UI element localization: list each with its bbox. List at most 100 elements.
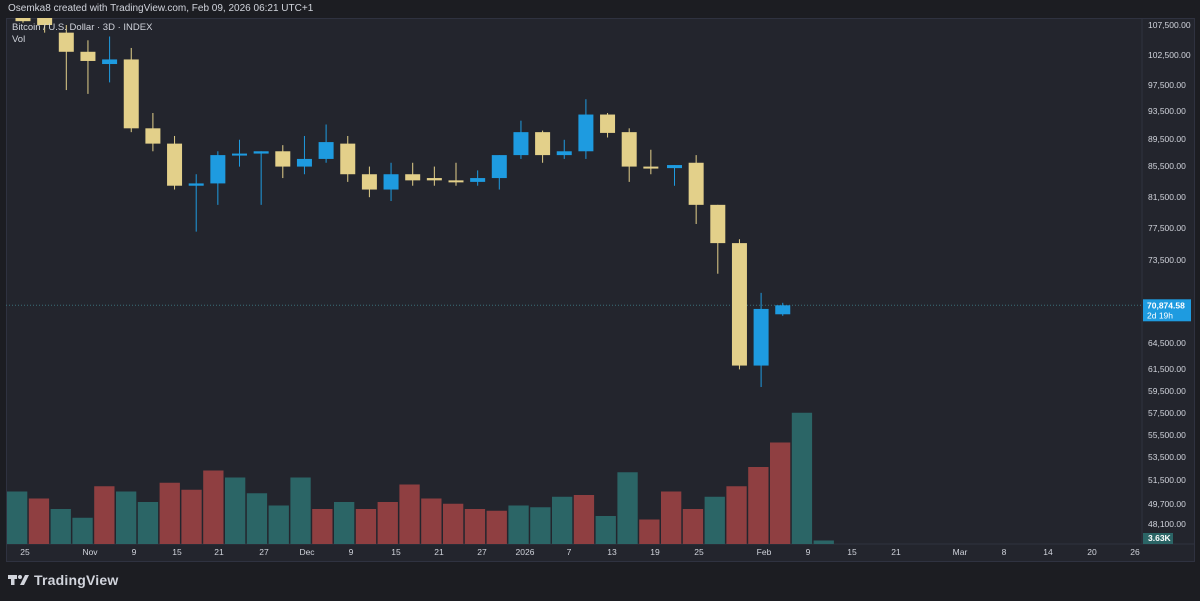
symbol-label: Bitcoin / U.S. Dollar · 3D · INDEX bbox=[12, 22, 153, 33]
brand-name: TradingView bbox=[34, 572, 119, 588]
volume-badge bbox=[1143, 533, 1173, 544]
candle-body bbox=[123, 59, 139, 129]
time-tick-label: 13 bbox=[607, 547, 617, 557]
candle-body bbox=[296, 158, 312, 167]
candle-body bbox=[775, 305, 791, 315]
time-tick-label: 15 bbox=[172, 547, 182, 557]
candle-body bbox=[448, 180, 464, 183]
time-tick-label: 21 bbox=[891, 547, 901, 557]
time-tick-label: 25 bbox=[694, 547, 704, 557]
candle-body bbox=[513, 132, 529, 156]
time-tick-label: 27 bbox=[259, 547, 269, 557]
time-tick-label: 7 bbox=[567, 547, 572, 557]
volume-bar bbox=[312, 509, 333, 544]
candle-body bbox=[340, 143, 356, 175]
candle-body bbox=[318, 142, 334, 159]
volume-bar bbox=[94, 486, 115, 544]
candle-body bbox=[578, 114, 594, 152]
price-tick-label: 107,500.00 bbox=[1148, 20, 1191, 30]
price-tick-label: 77,500.00 bbox=[1148, 223, 1186, 233]
volume-bar bbox=[334, 502, 355, 544]
volume-bar bbox=[464, 509, 486, 544]
price-tick-label: 85,500.00 bbox=[1148, 161, 1186, 171]
time-tick-label: 26 bbox=[1130, 547, 1140, 557]
time-tick-label: 21 bbox=[434, 547, 444, 557]
candle-body bbox=[491, 155, 507, 179]
candle-body bbox=[535, 132, 551, 156]
volume-bar bbox=[355, 509, 377, 544]
volume-bar bbox=[791, 412, 813, 544]
time-tick-label: 21 bbox=[214, 547, 224, 557]
credit-text: Osemka8 created with TradingView.com, Fe… bbox=[8, 3, 314, 14]
price-tick-label: 73,500.00 bbox=[1148, 255, 1186, 265]
time-tick-label: 20 bbox=[1087, 547, 1097, 557]
price-tick-label: 89,500.00 bbox=[1148, 134, 1186, 144]
volume-bar bbox=[726, 486, 747, 544]
volume-bar bbox=[486, 510, 507, 544]
candle-body bbox=[470, 178, 486, 182]
volume-bar bbox=[116, 491, 137, 544]
volume-bar bbox=[661, 491, 682, 544]
candle-body bbox=[58, 32, 74, 52]
price-tick-label: 53,500.00 bbox=[1148, 452, 1186, 462]
volume-bar bbox=[443, 503, 464, 544]
volume-bar bbox=[159, 482, 180, 544]
candle-body bbox=[600, 114, 616, 133]
price-tick-label: 81,500.00 bbox=[1148, 192, 1186, 202]
price-tick-label: 102,500.00 bbox=[1148, 50, 1191, 60]
volume-bar bbox=[137, 502, 159, 544]
candle-body bbox=[731, 243, 747, 366]
candle-body bbox=[753, 308, 769, 366]
time-tick-label: Dec bbox=[299, 547, 315, 557]
volume-bar bbox=[508, 505, 529, 544]
price-tick-label: 57,500.00 bbox=[1148, 408, 1186, 418]
volume-bar bbox=[225, 477, 246, 544]
volume-bar bbox=[595, 516, 616, 544]
candle-body bbox=[688, 162, 704, 205]
footer bbox=[0, 562, 1200, 601]
volume-bar bbox=[7, 491, 28, 544]
time-tick-label: 25 bbox=[20, 547, 30, 557]
volume-bar bbox=[399, 484, 420, 544]
volume-bar bbox=[552, 496, 573, 544]
volume-bar bbox=[639, 519, 660, 544]
volume-label: Vol bbox=[12, 34, 26, 45]
time-tick-label: 2026 bbox=[516, 547, 535, 557]
candle-body bbox=[145, 128, 161, 144]
candle-body bbox=[556, 151, 572, 156]
price-tick-label: 49,700.00 bbox=[1148, 499, 1186, 509]
tradingview-logo[interactable]: TradingView bbox=[8, 572, 118, 588]
price-tick-label: 51,500.00 bbox=[1148, 475, 1186, 485]
chart-area[interactable] bbox=[6, 18, 1195, 562]
candlestick-chart[interactable]: 107,500.00 102,500.00 97,500.00 93,500.00 89… bbox=[0, 0, 1200, 562]
price-tick-label: 93,500.00 bbox=[1148, 106, 1186, 116]
candle-body bbox=[361, 174, 377, 190]
price-tick-label: 64,500.00 bbox=[1148, 338, 1186, 348]
candle-body bbox=[188, 183, 204, 186]
price-tick-label: 59,500.00 bbox=[1148, 386, 1186, 396]
top-bar: Osemka8 created with TradingView.com, Fe… bbox=[0, 0, 1200, 18]
time-tick-label: 9 bbox=[349, 547, 354, 557]
last-price-badge bbox=[1143, 299, 1191, 322]
candle-body bbox=[167, 143, 183, 186]
candle-body bbox=[37, 18, 53, 25]
price-tick-label: 97,500.00 bbox=[1148, 80, 1186, 90]
volume-bar bbox=[617, 472, 638, 544]
volume-bar bbox=[813, 540, 834, 544]
volume-bar bbox=[682, 509, 704, 544]
candle-body bbox=[210, 155, 226, 184]
volume-bar bbox=[72, 517, 93, 544]
candle-body bbox=[80, 51, 96, 61]
volume-bar bbox=[28, 498, 50, 544]
candle-body bbox=[405, 174, 421, 181]
volume-bar bbox=[377, 502, 398, 544]
candle-body bbox=[643, 166, 659, 169]
time-tick-label: 14 bbox=[1043, 547, 1053, 557]
volume-bar bbox=[573, 495, 595, 544]
time-tick-label: 15 bbox=[391, 547, 401, 557]
time-tick-label: Mar bbox=[953, 547, 968, 557]
time-tick-label: Feb bbox=[757, 547, 772, 557]
volume-bar bbox=[290, 477, 311, 544]
volume-bar bbox=[530, 507, 551, 544]
time-tick-label: 19 bbox=[650, 547, 660, 557]
